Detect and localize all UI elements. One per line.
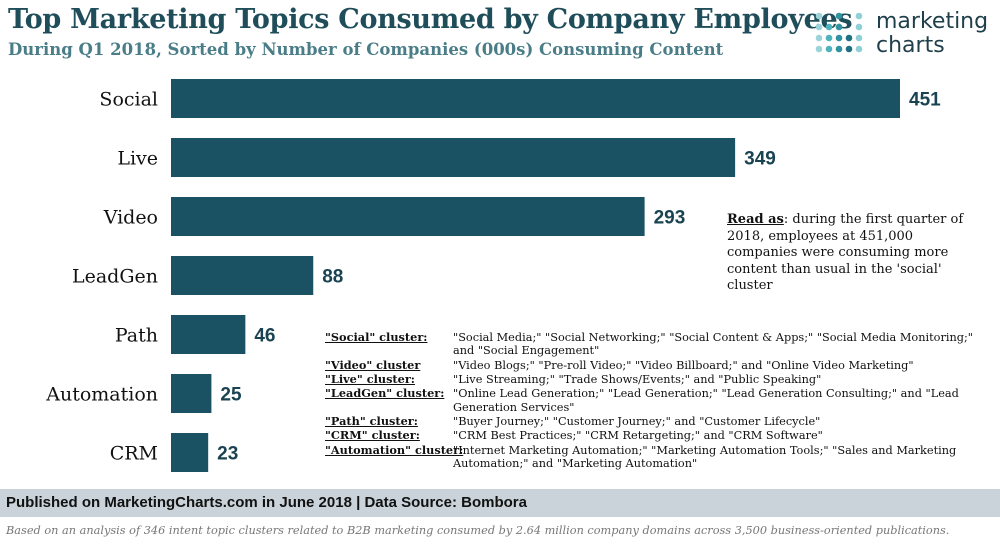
cluster-row: "Path" cluster: "Buyer Journey;" "Custome… — [325, 413, 985, 428]
logo-dots-icon — [815, 12, 863, 53]
cluster-name: "Path" cluster: — [325, 413, 418, 428]
bar-live — [171, 138, 736, 177]
cluster-row: "Video" cluster "Video Blogs;" "Pre-roll … — [325, 357, 985, 372]
category-label-live: Live — [117, 148, 158, 170]
logo-dot — [825, 34, 833, 42]
cluster-terms: "Social Media;" "Social Networking;" "So… — [453, 331, 973, 358]
published-source: Published on MarketingCharts.com in June… — [6, 494, 527, 511]
footer-bar: Published on MarketingCharts.com in June… — [0, 489, 1000, 517]
category-label-social: Social — [99, 89, 158, 111]
bar-video — [171, 197, 645, 236]
logo-dot — [835, 23, 843, 31]
bar-automation — [171, 374, 212, 413]
logo-dot — [855, 34, 863, 42]
cluster-terms: "Buyer Journey;" "Customer Journey;" and… — [453, 414, 821, 428]
chart-subtitle: During Q1 2018, Sorted by Number of Comp… — [8, 40, 724, 59]
logo-dot — [845, 45, 853, 53]
value-label-video: 293 — [654, 208, 686, 229]
cluster-row: "LeadGen" cluster: "Online Lead Generatio… — [325, 386, 985, 414]
bar-path — [171, 315, 246, 354]
cluster-name: "Social" cluster: — [325, 330, 428, 344]
logo-dot — [815, 34, 823, 42]
value-label-social: 451 — [909, 90, 941, 111]
logo-dot — [815, 12, 823, 20]
logo-text: marketing charts — [876, 10, 988, 58]
category-label-path: Path — [115, 325, 158, 347]
logo-dot — [825, 45, 833, 53]
logo-dot — [845, 34, 853, 42]
cluster-terms: "CRM Best Practices;" "CRM Retargeting;"… — [453, 429, 823, 443]
logo-dot — [815, 45, 823, 53]
bar-chart: Social 451 Live 349 Video 293 LeadGen 88 Path 46 A… — [45, 79, 941, 472]
cluster-definitions: "Social" cluster: "Social Media;" "Social… — [325, 330, 985, 471]
cluster-row: "CRM" cluster: "CRM Best Practices;" "CRM… — [325, 428, 985, 443]
bar-leadgen — [171, 256, 314, 295]
marketingcharts-logo[interactable]: marketing charts — [814, 10, 994, 62]
cluster-name: "Live" cluster: — [325, 371, 415, 386]
logo-line-2: charts — [876, 33, 945, 58]
cluster-terms: "Live Streaming;" "Trade Shows/Events;" … — [453, 372, 822, 386]
category-label-crm: CRM — [110, 443, 158, 465]
cluster-name: "LeadGen" cluster: — [325, 386, 445, 401]
read-as-text: : during the first quarter of 2018, empl… — [727, 212, 964, 293]
cluster-row: "Live" cluster: "Live Streaming;" "Trade … — [325, 371, 985, 386]
read-as-note: Read as: during the first quarter of 201… — [727, 212, 967, 295]
cluster-terms: "Video Blogs;" "Pre-roll Video;" "Video … — [453, 358, 914, 372]
logo-dot — [855, 12, 863, 20]
logo-dot — [855, 23, 863, 31]
value-label-leadgen: 88 — [322, 267, 343, 288]
logo-dot — [815, 23, 823, 31]
category-label-leadgen: LeadGen — [72, 266, 158, 288]
chart-title: Top Marketing Topics Consumed by Company… — [8, 4, 853, 35]
cluster-row: "Automation" cluster: "Internet Marketing… — [325, 442, 985, 470]
value-label-automation: 25 — [220, 385, 242, 406]
read-as-lead: Read as — [727, 212, 784, 227]
value-label-crm: 23 — [217, 444, 238, 465]
cluster-terms: "Internet Marketing Automation;" "Market… — [453, 443, 957, 470]
logo-dot — [825, 23, 833, 31]
value-label-path: 46 — [254, 326, 275, 347]
cluster-name: "Automation" cluster: — [325, 442, 464, 457]
cluster-name: "Video" cluster — [325, 357, 421, 372]
logo-dot — [835, 45, 843, 53]
category-label-automation: Automation — [45, 384, 158, 406]
logo-line-1: marketing — [876, 9, 989, 34]
bar-social — [171, 79, 900, 118]
logo-dot — [855, 45, 863, 53]
methodology-note: Based on an analysis of 346 intent topic… — [6, 524, 950, 537]
cluster-row: "Social" cluster: "Social Media;" "Social… — [325, 330, 985, 358]
category-label-video: Video — [103, 207, 158, 229]
cluster-terms: "Online Lead Generation;" "Lead Generati… — [453, 387, 959, 414]
logo-dot — [835, 34, 843, 42]
logo-dot — [835, 12, 843, 20]
bar-crm — [171, 433, 209, 472]
cluster-name: "CRM" cluster: — [325, 428, 420, 443]
value-label-live: 349 — [744, 149, 776, 170]
